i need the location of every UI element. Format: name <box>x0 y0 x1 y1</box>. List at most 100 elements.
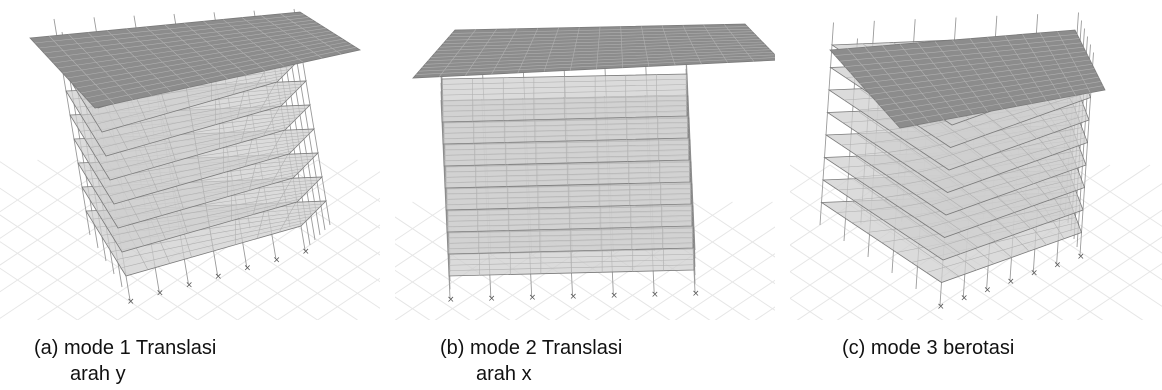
mode-1-floor-slab-grid-u <box>258 82 277 113</box>
mode-3-ground-grid-line <box>1076 263 1162 320</box>
mode-2-floor-slab-grid-v <box>447 226 694 233</box>
mode-1-roof-slab-grid-u <box>222 19 285 67</box>
mode-3-support-node: × <box>1030 269 1038 279</box>
mode-2-floor-slab-grid-v <box>446 209 693 217</box>
mode-1-floor-slab-grid-v <box>100 102 285 149</box>
mode-2-floor-slab-grid-v <box>444 171 691 178</box>
mode-2-floor-slab-grid-v <box>441 110 688 117</box>
mode-1-roof-slab-grid-u <box>261 15 323 59</box>
mode-2-floor-slab-grid-v <box>448 264 695 271</box>
mode-2-floor-slab-grid-v <box>444 165 691 173</box>
mode-1-floor-slab-grid-v <box>112 174 297 221</box>
mode-3-roof-slab-grid-v <box>894 85 1103 123</box>
mode-1-support-node: × <box>302 247 310 257</box>
mode-3-roof-slab-grid-v <box>879 72 1097 107</box>
mode-1-support-node: × <box>215 272 223 282</box>
mode-1-floor-slab-grid-v <box>108 150 293 197</box>
mode-2-roof-slab-grid-v <box>421 51 773 69</box>
mode-2-roof-slab-grid-u <box>703 24 728 63</box>
mode-3-ground-grid-line <box>1036 236 1162 320</box>
mode-3-floor-slab-grid-v <box>929 182 1083 228</box>
mode-3-roof-slab-plate <box>829 29 1106 129</box>
mode-2-support-node: × <box>651 290 659 300</box>
mode-2-floor-slab-grid-v <box>445 187 692 195</box>
mode-2-roof-slab-grid-v <box>427 46 768 62</box>
mode-2-floor-slab-grid-v <box>442 127 689 134</box>
mode-2-floor-slab-grid-v <box>448 259 695 266</box>
mode-1-roof-slab-grid-v <box>67 33 335 79</box>
mode-2-floor-slab-grid-v <box>443 154 690 161</box>
mode-1-roof-slab-grid-v <box>71 36 339 84</box>
mode-1-floor-slab-grid-v <box>91 75 284 117</box>
mode-3-ground-grid-line <box>1069 164 1162 227</box>
mode-2-roof-slab-grid-u <box>620 26 624 68</box>
mode-3-floor-slab-grid-v <box>932 137 1086 183</box>
caption-mode-3-line1: (c) mode 3 berotasi <box>842 337 1015 359</box>
mode-1-floor-slab-grid-u <box>270 154 289 185</box>
mode-1-floor-slab-grid-u <box>266 130 285 161</box>
mode-2-support-node: × <box>447 295 455 305</box>
mode-1-floor-slab-grid-v <box>111 195 304 237</box>
mode-2-floor-slab-grid-v <box>445 182 692 189</box>
mode-2-floor-slab-grid-v <box>445 198 692 205</box>
mode-3-roof-slab-grid-u <box>969 38 1018 107</box>
mode-3-building-model: × × × × × × × <box>790 12 1162 320</box>
mode-3-ground-grid-line <box>996 209 1162 320</box>
mode-2-floor-slab-grid-v <box>446 204 693 211</box>
mode-2-roof-slab-grid-v <box>418 54 775 72</box>
mode-1-floor-slab-grid-v <box>95 99 288 141</box>
mode-1-ground-grid-line <box>0 267 78 320</box>
mode-2-floor-slab-grid-v <box>446 220 693 227</box>
mode-1-ground-grid-line <box>317 277 380 320</box>
mode-2-floor-slab-grid-v <box>441 99 688 107</box>
mode-3-roof-slab-grid-v <box>869 63 1093 95</box>
panel-mode-1: × × × × × × × <box>0 0 380 320</box>
panel-mode-2: × × × × × × × <box>395 0 775 320</box>
mode-3-ground-grid-line <box>956 183 1162 320</box>
mode-3-floor-slab-grid-v <box>935 92 1089 138</box>
caption-mode-1: (a) mode 1 Translasi arah y <box>34 335 216 387</box>
mode-1-ground-grid-line <box>317 159 380 203</box>
mode-3-roof-slab-grid-v <box>864 59 1091 90</box>
mode-3-roof-slab-grid-v <box>889 81 1101 118</box>
mode-2-floor-slab-grid-v <box>448 253 695 261</box>
mode-1-roof-slab-grid-v <box>85 44 352 99</box>
mode-2-support-node: × <box>610 291 618 301</box>
mode-3-roof-slab <box>829 29 1106 129</box>
mode-2-floor-slab-grid-v <box>443 138 690 145</box>
mode-1-supports: × × × × × × × <box>127 247 310 307</box>
mode-2-floor-slab-grid-v <box>444 176 691 183</box>
mode-1-roof-slab-grid-u <box>184 22 247 76</box>
mode-2-roof-slab-grid-u <box>682 25 702 64</box>
caption-mode-2: (b) mode 2 Translasi arah x <box>440 335 622 387</box>
mode-1-support-node: × <box>185 280 193 290</box>
mode-1-building-model: × × × × × × × <box>0 8 380 320</box>
mode-2-roof-slab-grid-v <box>415 57 775 75</box>
mode-3-supports: × × × × × × × <box>937 252 1085 312</box>
mode-2-floor-slab-grid-v <box>442 121 689 129</box>
mode-1-support-node: × <box>127 297 135 307</box>
mode-1-ground-grid-line <box>0 159 78 213</box>
mode-3-roof-slab-grid-u <box>1039 32 1076 96</box>
mode-1-floor-slab-grid-v <box>104 126 289 173</box>
mode-2-floor-slab-grid-v <box>445 193 692 200</box>
mode-3-floor-slab-grid-v <box>926 227 1080 273</box>
mode-2-floor-slab-grid-v <box>441 105 688 112</box>
mode-2-roof-slab-grid-v <box>424 49 771 65</box>
mode-3-floor-slab-grid-v <box>933 114 1088 161</box>
mode-3-roof-slab-grid-v <box>884 76 1099 112</box>
mode-1-floor-slab-grid-v <box>115 219 308 261</box>
caption-mode-1-line2: arah y <box>70 363 126 385</box>
mode-3-floor-slab-grid-v <box>927 204 1082 251</box>
mode-2-ground-grid-line <box>692 201 775 258</box>
mode-1-support-node: × <box>156 289 164 299</box>
mode-1-floor-slab-grid-v <box>120 222 305 269</box>
mode-3-support-node: × <box>1007 277 1015 287</box>
mode-2-roof-slab-grid-u <box>724 24 755 62</box>
mode-1-roof-slab-grid-v <box>62 30 331 74</box>
mode-2-support-node: × <box>692 289 700 299</box>
mode-2-roof-slab-grid-u <box>641 26 650 67</box>
mode-2-floor-slab-grid-v <box>444 160 691 167</box>
mode-2-roof-slab-grid-v <box>433 41 763 55</box>
